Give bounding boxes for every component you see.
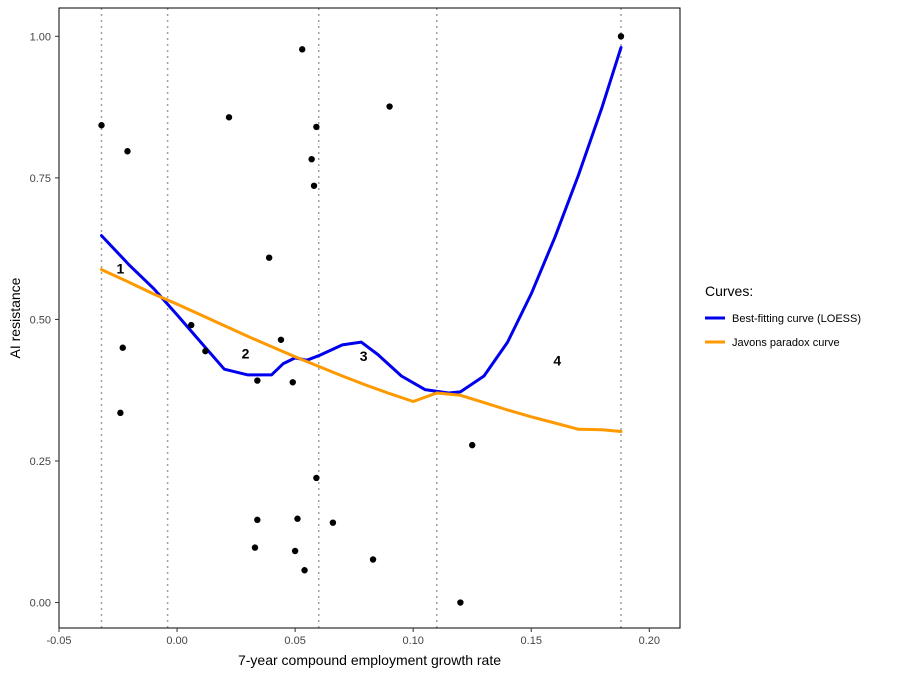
- data-point: [265, 254, 273, 261]
- plot-panel-border: [58, 7, 681, 629]
- data-point: [617, 33, 625, 40]
- data-point: [299, 46, 306, 53]
- data-point: [202, 347, 209, 355]
- x-axis-title: 7-year compound employment growth rate: [238, 652, 501, 668]
- region-labels: 1 2 3 4: [116, 260, 561, 368]
- legend-label-javons: Javons paradox curve: [732, 337, 840, 349]
- data-point: [98, 122, 105, 129]
- x-tick-label: 0.10: [402, 635, 423, 647]
- data-point: [119, 344, 126, 351]
- data-point: [294, 515, 301, 522]
- data-point: [313, 123, 320, 131]
- data-point: [117, 409, 124, 417]
- data-point: [301, 567, 308, 574]
- y-axis-ticks: 0.00 0.25 0.50 0.75 1.00: [30, 31, 59, 610]
- data-point: [254, 377, 261, 384]
- data-point: [457, 599, 464, 606]
- data-point: [277, 336, 285, 343]
- x-tick-label: -0.05: [46, 635, 71, 647]
- y-tick-label: 0.50: [30, 314, 51, 326]
- data-point: [289, 379, 296, 386]
- region-label-4: 4: [553, 353, 561, 369]
- region-label-1: 1: [116, 260, 124, 276]
- javons-curve: [100, 268, 623, 433]
- region-label-3: 3: [360, 348, 368, 364]
- data-point: [225, 114, 233, 121]
- data-point: [291, 547, 299, 555]
- legend-title: Curves:: [705, 283, 753, 299]
- x-tick-label: 0.20: [639, 635, 660, 647]
- y-tick-label: 0.25: [30, 456, 51, 468]
- data-point: [124, 148, 131, 155]
- data-point: [254, 516, 261, 524]
- data-point: [329, 519, 337, 526]
- y-axis-title: AI resistance: [7, 277, 23, 358]
- data-point: [469, 441, 476, 449]
- data-point: [313, 474, 320, 482]
- legend: Curves: Best-fitting curve (LOESS) Javon…: [705, 283, 861, 349]
- y-tick-label: 0.75: [30, 173, 51, 185]
- data-point: [251, 544, 259, 551]
- y-tick-label: 1.00: [30, 31, 51, 43]
- data-point: [188, 321, 195, 329]
- x-tick-label: 0.05: [284, 635, 305, 647]
- region-divider-lines: [100, 8, 622, 628]
- legend-label-loess: Best-fitting curve (LOESS): [732, 313, 861, 325]
- loess-curve: [100, 46, 623, 395]
- x-tick-label: 0.15: [521, 635, 542, 647]
- data-point: [310, 182, 318, 189]
- data-point: [308, 155, 315, 163]
- data-point: [386, 103, 393, 110]
- x-axis-ticks: -0.05 0.00 0.05 0.10 0.15 0.20: [46, 628, 660, 647]
- y-tick-label: 0.00: [30, 598, 51, 610]
- data-point: [369, 556, 377, 563]
- region-label-2: 2: [242, 345, 250, 361]
- curves-layer: [100, 46, 623, 433]
- data-points: [98, 33, 625, 606]
- x-tick-label: 0.00: [166, 635, 187, 647]
